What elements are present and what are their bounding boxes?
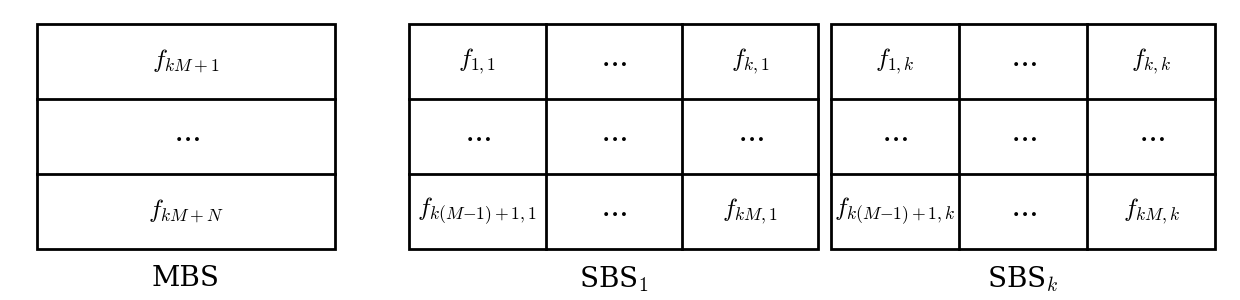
- Text: $f_{kM+1}$: $f_{kM+1}$: [153, 48, 219, 75]
- Text: $\cdots$: $\cdots$: [1137, 121, 1164, 152]
- Text: MBS: MBS: [153, 266, 219, 292]
- Text: $f_{kM+N}$: $f_{kM+N}$: [149, 198, 223, 225]
- Text: $\cdots$: $\cdots$: [600, 196, 627, 227]
- Text: $f_{k,k}$: $f_{k,k}$: [1131, 46, 1172, 76]
- Text: $\cdots$: $\cdots$: [1009, 46, 1037, 77]
- Text: SBS$_k$: SBS$_k$: [987, 264, 1059, 294]
- Text: $\cdots$: $\cdots$: [737, 121, 764, 152]
- Text: $f_{k(M{-}1)+1,k}$: $f_{k(M{-}1)+1,k}$: [835, 196, 956, 227]
- Text: $f_{kM,k}$: $f_{kM,k}$: [1122, 196, 1179, 226]
- Text: $\cdots$: $\cdots$: [1009, 196, 1037, 227]
- Text: $\cdots$: $\cdots$: [464, 121, 491, 152]
- Bar: [831, 24, 1215, 249]
- Text: $f_{1,1}$: $f_{1,1}$: [459, 46, 496, 76]
- Text: SBS$_1$: SBS$_1$: [579, 264, 649, 294]
- Text: $f_{kM,1}$: $f_{kM,1}$: [723, 196, 777, 226]
- Text: $f_{k(M{-}1)+1,1}$: $f_{k(M{-}1)+1,1}$: [418, 196, 537, 227]
- Text: $\cdots$: $\cdots$: [600, 46, 627, 77]
- Text: $\cdots$: $\cdots$: [1009, 121, 1037, 152]
- Bar: [409, 24, 818, 249]
- Text: $\cdots$: $\cdots$: [600, 121, 627, 152]
- Text: $f_{k,1}$: $f_{k,1}$: [730, 46, 770, 76]
- Text: $f_{1,k}$: $f_{1,k}$: [875, 46, 915, 76]
- Text: $\cdots$: $\cdots$: [882, 121, 909, 152]
- Text: $\cdots$: $\cdots$: [172, 121, 200, 152]
- Bar: [37, 24, 335, 249]
